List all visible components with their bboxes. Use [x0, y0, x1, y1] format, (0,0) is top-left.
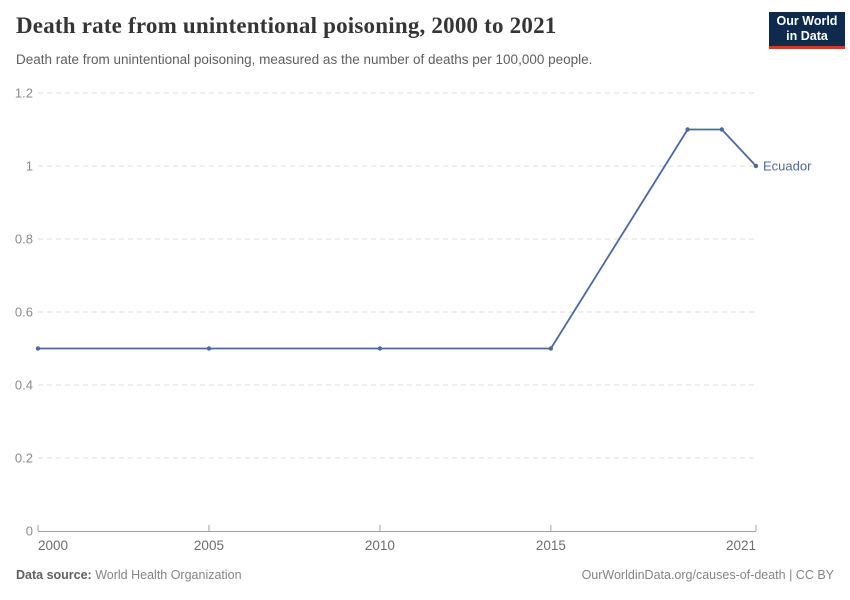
data-point-marker[interactable] [685, 127, 690, 132]
owid-logo-line1: Our World [776, 14, 838, 29]
y-tick-label: 0.8 [15, 232, 33, 247]
x-tick-label: 2015 [536, 538, 566, 553]
page-title: Death rate from unintentional poisoning,… [16, 13, 557, 38]
chart-subtitle: Death rate from unintentional poisoning,… [16, 52, 593, 67]
x-tick-label: 2010 [365, 538, 395, 553]
series-line-ecuador[interactable] [38, 128, 757, 350]
data-point-marker[interactable] [35, 346, 41, 351]
x-tick-label: 2005 [194, 538, 224, 553]
y-tick-label: 1.2 [15, 86, 33, 101]
series-label-ecuador[interactable]: Ecuador [763, 159, 812, 174]
data-point-marker[interactable] [206, 346, 212, 351]
y-tick-label: 0.4 [15, 378, 33, 393]
y-tick-label: 0.6 [15, 305, 33, 320]
x-tick-label: 2021 [726, 538, 756, 553]
y-tick-label: 1 [26, 159, 33, 174]
data-point-marker[interactable] [753, 163, 759, 169]
data-source: Data source: World Health Organization [16, 568, 242, 582]
credit-link[interactable]: OurWorldinData.org/causes-of-death | CC … [581, 568, 834, 582]
x-tick-label: 2000 [38, 538, 68, 553]
data-point-marker[interactable] [548, 346, 554, 351]
data-point-marker[interactable] [377, 346, 383, 351]
owid-logo-line2: in Data [786, 29, 828, 43]
data-source-name: World Health Organization [95, 568, 242, 582]
y-tick-label: 0.2 [15, 451, 33, 466]
y-tick-label: 0 [26, 524, 33, 539]
data-point-marker[interactable] [719, 127, 725, 132]
chart-footer: Data source: World Health Organization O… [16, 568, 834, 582]
owid-logo[interactable]: Our World in Data [769, 12, 845, 49]
data-source-label: Data source: [16, 568, 92, 582]
